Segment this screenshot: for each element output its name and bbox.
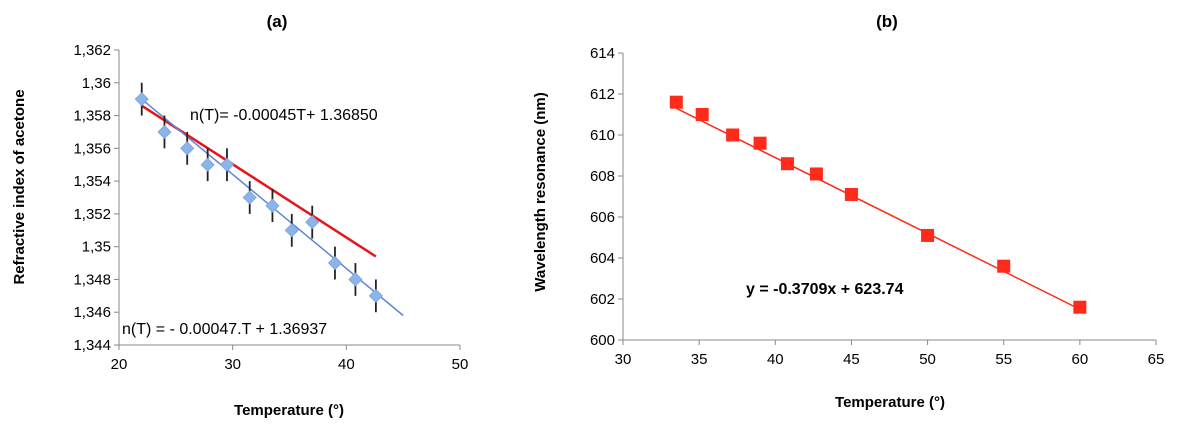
data-point xyxy=(669,95,683,109)
data-point xyxy=(305,215,320,230)
chart-a-axes xyxy=(118,50,460,346)
chart-a-ticks: 1,344 1,346 1,348 1,35 1,352 1,354 1,356 1,358 1… xyxy=(73,42,468,373)
y-tick-label: 1,352 xyxy=(73,206,111,223)
y-tick-label: 614 xyxy=(590,45,615,62)
y-tick-label: 1,358 xyxy=(73,108,111,125)
y-tick-label: 610 xyxy=(590,127,615,144)
y-tick-label: 1,36 xyxy=(82,75,111,92)
chart-b-axes xyxy=(622,53,1156,341)
chart-b-ticks: 600 602 604 606 608 610 612 614 30 35 40 45 50 55 60 65 xyxy=(590,45,1164,368)
data-point xyxy=(1073,300,1087,314)
x-tick-label: 20 xyxy=(111,356,128,373)
data-point xyxy=(997,259,1011,273)
x-tick-label: 35 xyxy=(691,351,708,368)
data-point xyxy=(265,198,280,213)
data-point xyxy=(219,157,235,172)
data-point xyxy=(348,272,363,287)
chart-b-trendline xyxy=(675,107,1081,310)
data-point xyxy=(753,136,767,150)
y-tick-label: 602 xyxy=(590,291,615,308)
chart-b-annotation: y = -0.3709x + 623.74 xyxy=(746,281,904,298)
x-tick-label: 40 xyxy=(338,356,355,373)
chart-a-points xyxy=(134,82,383,313)
y-tick-label: 1,348 xyxy=(73,271,111,288)
y-tick-label: 604 xyxy=(590,250,615,267)
chart-b-xlabel: Temperature (°) xyxy=(835,394,945,411)
y-tick-label: 1,35 xyxy=(82,239,111,256)
chart-a-xlabel: Temperature (°) xyxy=(234,402,344,419)
data-point xyxy=(327,255,343,271)
data-point xyxy=(809,167,823,181)
chart-b-points xyxy=(669,95,1087,314)
y-tick-label: 1,354 xyxy=(73,173,111,190)
trendline xyxy=(675,107,1081,310)
panel-b-label: (b) xyxy=(876,12,898,31)
chart-a-annotation-blue: n(T) = - 0.00047.T + 1.36937 xyxy=(122,321,327,338)
chart-b-ylabel: Wavelength resonance (nm) xyxy=(532,92,549,291)
y-tick-label: 606 xyxy=(590,209,615,226)
x-tick-label: 40 xyxy=(767,351,784,368)
x-tick-label: 65 xyxy=(1148,351,1165,368)
x-tick-label: 30 xyxy=(615,351,632,368)
x-tick-label: 30 xyxy=(224,356,241,373)
y-tick-label: 612 xyxy=(590,86,615,103)
y-tick-label: 1,344 xyxy=(73,337,111,354)
data-point xyxy=(180,141,195,156)
data-point xyxy=(368,288,383,303)
data-point xyxy=(157,124,172,140)
chart-a: (a) Temperature (°) Refractive index of … xyxy=(11,12,468,419)
data-point xyxy=(921,228,935,242)
chart-a-annotation-red: n(T)= -0.00045T+ 1.36850 xyxy=(190,107,378,124)
data-point xyxy=(242,190,257,205)
y-tick-label: 600 xyxy=(590,332,615,349)
y-tick-label: 1,346 xyxy=(73,304,111,321)
data-point xyxy=(200,157,215,172)
data-point xyxy=(844,187,858,201)
data-point xyxy=(780,157,794,171)
chart-b: (b) Temperature (°) Wavelength resonance… xyxy=(532,12,1164,411)
y-tick-label: 608 xyxy=(590,168,615,185)
y-tick-label: 1,356 xyxy=(73,140,111,157)
x-tick-label: 50 xyxy=(919,351,936,368)
panel-a-label: (a) xyxy=(267,12,288,31)
chart-a-ylabel: Refractive index of acetone xyxy=(11,89,28,284)
data-point xyxy=(726,128,740,142)
data-point xyxy=(134,92,149,107)
x-tick-label: 50 xyxy=(452,356,469,373)
x-tick-label: 60 xyxy=(1072,351,1089,368)
data-point xyxy=(695,108,709,121)
x-tick-label: 55 xyxy=(995,351,1012,368)
x-tick-label: 45 xyxy=(843,351,860,368)
y-tick-label: 1,362 xyxy=(73,42,111,59)
data-point xyxy=(284,223,299,238)
